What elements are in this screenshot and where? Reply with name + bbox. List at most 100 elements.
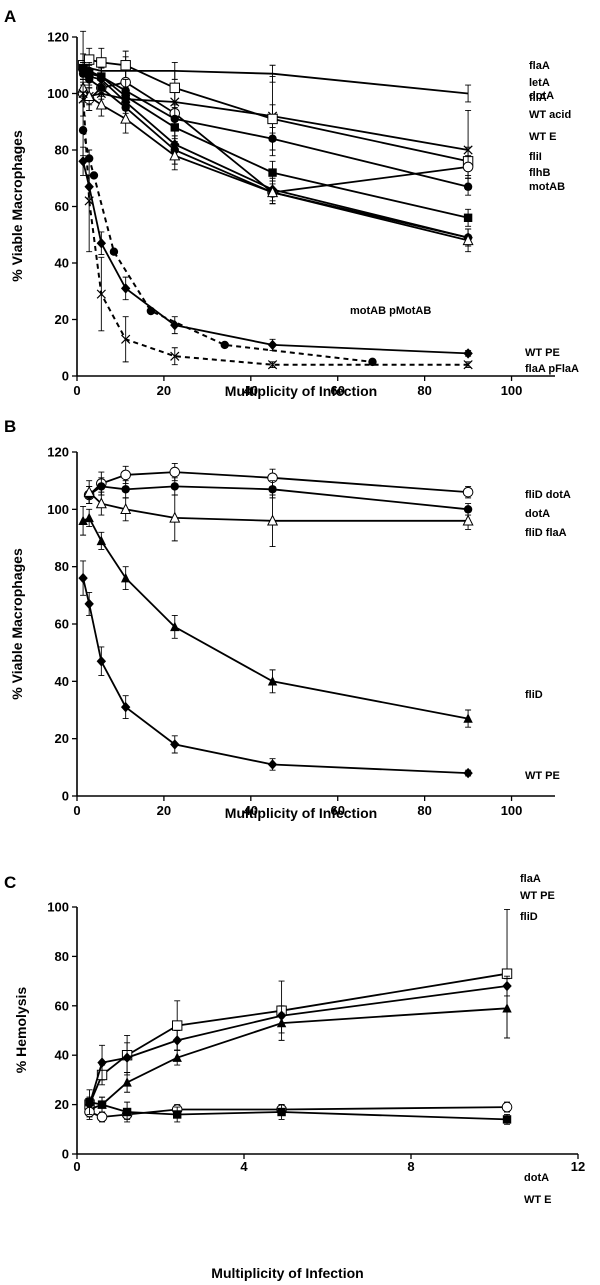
y-tick-label: 80 bbox=[55, 559, 69, 574]
data-point bbox=[220, 340, 229, 350]
data-point bbox=[169, 149, 181, 161]
x-axis-title: Multiplicity of Infection bbox=[225, 383, 377, 399]
data-point bbox=[84, 512, 94, 523]
series-label: fliA bbox=[529, 92, 547, 104]
series-line bbox=[82, 516, 469, 720]
series-label: WT E bbox=[529, 131, 557, 143]
data-point bbox=[463, 348, 473, 359]
data-point bbox=[83, 90, 95, 102]
series-flia: fliA bbox=[77, 70, 547, 205]
series-flid: fliD bbox=[78, 506, 543, 728]
data-point bbox=[267, 186, 279, 198]
series-dota: dotA bbox=[84, 477, 550, 520]
data-point bbox=[277, 1107, 286, 1117]
data-point bbox=[96, 656, 107, 667]
data-point bbox=[268, 485, 277, 494]
data-point bbox=[267, 113, 278, 125]
y-axis-title: % Viable Macrophages bbox=[9, 548, 25, 700]
data-point bbox=[84, 598, 94, 610]
series-flaa: flaA bbox=[84, 873, 541, 1113]
data-point bbox=[170, 319, 180, 331]
data-point bbox=[170, 739, 180, 750]
y-tick-label: 100 bbox=[47, 502, 69, 517]
series-flid-dota: fliD dotA bbox=[83, 463, 571, 505]
y-tick-label: 20 bbox=[55, 312, 69, 327]
data-point bbox=[462, 486, 474, 498]
series-label: fliD bbox=[520, 911, 538, 923]
series-flid: fliD bbox=[84, 911, 538, 1118]
x-tick-label: 4 bbox=[240, 1159, 248, 1174]
data-point bbox=[463, 505, 473, 514]
data-point bbox=[172, 1035, 182, 1046]
data-point bbox=[170, 482, 179, 491]
data-point bbox=[462, 514, 474, 526]
y-tick-label: 120 bbox=[47, 30, 69, 45]
data-point bbox=[85, 1097, 94, 1107]
series-line bbox=[88, 485, 469, 511]
data-point bbox=[463, 767, 473, 779]
x-tick-label: 100 bbox=[501, 803, 523, 818]
series-line bbox=[82, 93, 469, 366]
data-point bbox=[172, 1052, 182, 1062]
series-line bbox=[88, 972, 508, 1105]
series-flaa-pflaa: flaA pFlaA bbox=[78, 30, 579, 375]
series-flid-flaa: fliD flaA bbox=[83, 480, 567, 548]
series-label: flaA bbox=[520, 873, 541, 885]
x-axis-title: Multiplicity of Infection bbox=[211, 1265, 363, 1281]
series-wt-pe: WT PE bbox=[78, 560, 560, 782]
series-label: fliD dotA bbox=[525, 489, 571, 501]
series-line bbox=[89, 1101, 508, 1121]
data-point bbox=[121, 334, 131, 344]
series-label: dotA bbox=[529, 90, 554, 102]
data-point bbox=[84, 196, 94, 206]
series-line bbox=[89, 1007, 508, 1111]
series-flaa: flaA bbox=[78, 60, 550, 190]
series-line bbox=[82, 73, 469, 239]
series-dota: dotA bbox=[80, 56, 554, 103]
x-tick-label: 40 bbox=[244, 383, 258, 398]
series-label: fliI bbox=[529, 151, 542, 163]
data-point bbox=[95, 98, 107, 110]
series-label: fliD flaA bbox=[525, 527, 567, 539]
data-point bbox=[96, 535, 107, 546]
y-tick-label: 80 bbox=[55, 143, 69, 158]
series-motab-pmotab: motAB pMotAB bbox=[78, 126, 431, 367]
y-axis-title: % Viable Macrophages bbox=[9, 130, 25, 282]
data-point bbox=[97, 1057, 107, 1068]
y-tick-label: 40 bbox=[55, 674, 69, 689]
series-label: WT E bbox=[524, 1194, 552, 1206]
data-point bbox=[267, 676, 278, 686]
series-label: motAB pMotAB bbox=[350, 305, 431, 317]
data-point bbox=[170, 123, 179, 132]
y-tick-label: 60 bbox=[55, 617, 69, 632]
data-point bbox=[463, 713, 473, 723]
data-point bbox=[170, 351, 180, 361]
data-point bbox=[268, 168, 277, 177]
series-line bbox=[82, 129, 373, 363]
y-tick-label: 20 bbox=[55, 731, 69, 746]
x-tick-label: 0 bbox=[73, 1159, 80, 1174]
y-tick-label: 0 bbox=[62, 1147, 69, 1162]
data-point bbox=[173, 1110, 182, 1119]
series-label: dotA bbox=[525, 508, 550, 520]
y-tick-label: 40 bbox=[55, 1048, 69, 1063]
data-point bbox=[267, 759, 278, 770]
x-tick-label: 20 bbox=[157, 803, 171, 818]
data-point bbox=[120, 503, 132, 515]
series-flii: fliI bbox=[78, 64, 542, 247]
y-tick-label: 0 bbox=[62, 789, 69, 804]
series-wt-pe: WT PE bbox=[84, 890, 555, 1113]
data-point bbox=[463, 182, 473, 191]
series-label: WT PE bbox=[520, 890, 555, 902]
series-wt-e: WT E bbox=[78, 61, 557, 227]
series-line bbox=[88, 491, 469, 522]
y-tick-label: 60 bbox=[55, 998, 69, 1013]
panel-letter: C bbox=[4, 873, 16, 892]
series-label: motAB bbox=[529, 181, 565, 193]
data-point bbox=[276, 1017, 287, 1028]
data-point bbox=[267, 339, 278, 351]
series-label: flaA pFlaA bbox=[525, 363, 579, 375]
data-point bbox=[121, 485, 130, 494]
data-point bbox=[78, 515, 88, 525]
